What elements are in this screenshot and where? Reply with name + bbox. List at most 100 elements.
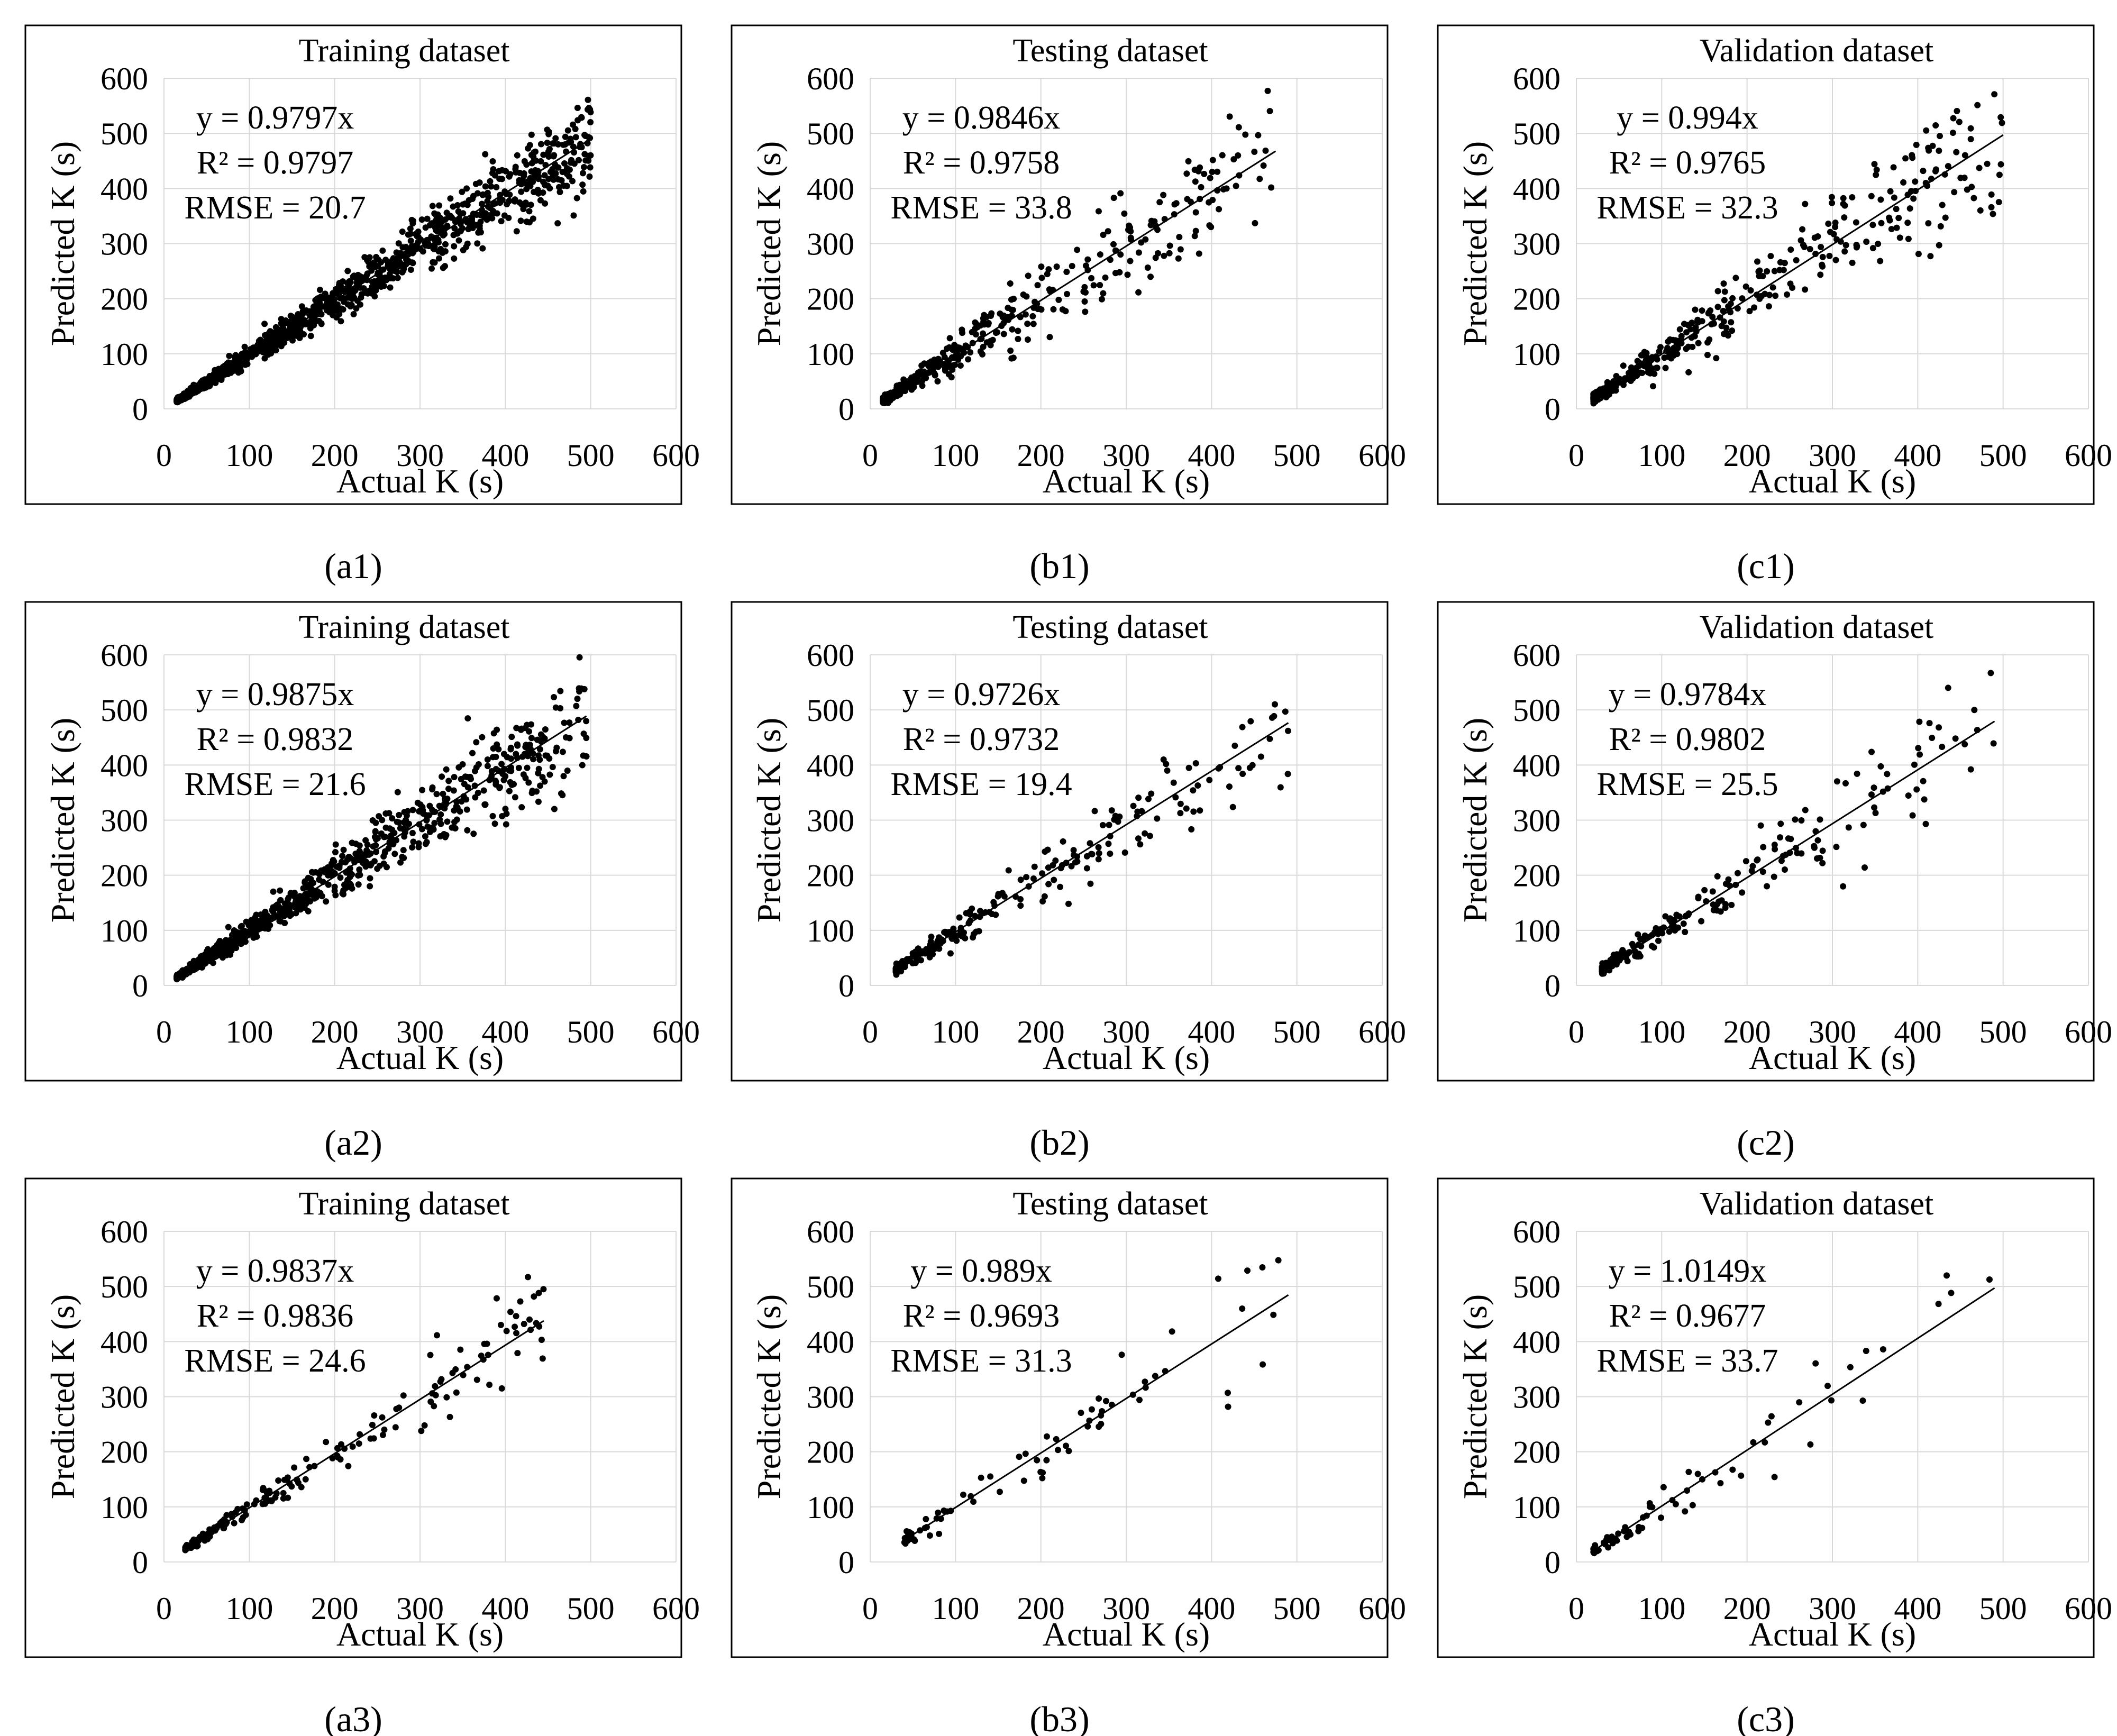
- data-point: [289, 337, 296, 344]
- x-tick-label: 0: [1568, 1591, 1584, 1626]
- data-point: [459, 761, 466, 768]
- data-point: [1777, 820, 1784, 827]
- x-tick-label: 500: [1979, 1591, 2027, 1626]
- data-point: [232, 1509, 239, 1516]
- data-point: [1148, 790, 1155, 797]
- data-point: [1063, 269, 1070, 276]
- data-point: [298, 1484, 305, 1491]
- y-tick-label: 600: [101, 1214, 148, 1249]
- data-point: [1819, 860, 1826, 866]
- data-point: [469, 750, 476, 756]
- x-tick-label: 400: [1188, 438, 1235, 473]
- data-point: [1841, 248, 1848, 255]
- data-point: [338, 858, 345, 865]
- data-point: [1695, 318, 1702, 325]
- data-point: [1929, 734, 1936, 741]
- data-point: [1701, 887, 1708, 893]
- data-point: [1635, 953, 1641, 960]
- data-point: [369, 817, 376, 824]
- data-point: [424, 215, 431, 222]
- x-tick-label: 200: [1723, 1015, 1771, 1049]
- data-point: [396, 811, 403, 818]
- data-point: [1065, 1448, 1072, 1455]
- data-point: [1121, 849, 1128, 856]
- data-point: [1138, 808, 1145, 815]
- data-point: [1209, 197, 1216, 204]
- data-point: [528, 721, 535, 728]
- data-point: [1638, 352, 1645, 359]
- data-point: [524, 764, 531, 771]
- data-point: [1762, 290, 1768, 297]
- data-point: [1769, 284, 1776, 291]
- data-point: [1681, 321, 1687, 327]
- data-point: [355, 872, 362, 879]
- rmse-label: RMSE = 33.8: [890, 190, 1072, 226]
- data-point: [508, 734, 515, 741]
- data-point: [1117, 251, 1124, 258]
- x-tick-label: 600: [1358, 438, 1406, 473]
- data-point: [499, 196, 506, 203]
- data-point: [455, 237, 462, 244]
- data-point: [1939, 744, 1946, 751]
- data-point: [1088, 1406, 1095, 1413]
- data-point: [1102, 274, 1109, 281]
- data-point: [1090, 282, 1097, 289]
- data-point: [275, 1477, 282, 1484]
- y-tick-label: 100: [101, 337, 148, 372]
- data-point: [936, 945, 943, 952]
- data-point: [479, 245, 486, 252]
- data-point: [269, 908, 276, 915]
- chart-panel-a3: 00 100 100 200 200 300 300 400 400 500 500 600 600 Tr…: [24, 1177, 700, 1736]
- data-point: [1699, 307, 1705, 314]
- data-point: [391, 829, 398, 836]
- data-point: [1257, 753, 1264, 760]
- data-point: [1670, 352, 1677, 359]
- data-point: [551, 806, 558, 812]
- data-point: [514, 742, 521, 749]
- data-point: [1069, 263, 1075, 270]
- data-point: [1841, 214, 1848, 221]
- data-point: [928, 360, 935, 367]
- y-tick-label: 300: [1513, 803, 1561, 838]
- data-point: [1765, 1419, 1772, 1426]
- panel-caption: (a1): [324, 546, 382, 586]
- data-point: [407, 237, 414, 244]
- y-tick-label: 100: [807, 913, 854, 948]
- data-point: [536, 756, 543, 763]
- data-point: [1957, 175, 1964, 181]
- data-point: [1987, 670, 1994, 677]
- data-point: [563, 165, 570, 172]
- data-point: [340, 846, 347, 853]
- data-point: [1034, 1457, 1041, 1464]
- y-axis-label: Predicted K (s): [1456, 718, 1494, 922]
- data-point: [1893, 224, 1900, 231]
- data-point: [580, 188, 587, 195]
- data-point: [340, 278, 346, 285]
- panel-caption: (c2): [1737, 1122, 1794, 1163]
- data-point: [419, 787, 426, 793]
- y-tick-label: 300: [101, 227, 148, 262]
- data-point: [562, 133, 569, 140]
- data-point: [1792, 816, 1799, 823]
- data-point: [334, 1454, 341, 1461]
- data-point: [1052, 857, 1059, 864]
- data-point: [1988, 204, 1995, 211]
- data-point: [353, 305, 360, 312]
- data-point: [1689, 1502, 1696, 1509]
- data-point: [1068, 863, 1075, 870]
- data-point: [586, 173, 593, 180]
- data-point: [942, 367, 948, 374]
- trendline: [185, 1320, 544, 1549]
- x-tick-label: 300: [396, 1015, 444, 1049]
- data-point: [1789, 284, 1796, 291]
- data-point: [372, 842, 379, 849]
- data-point: [1890, 164, 1897, 171]
- data-point: [935, 355, 942, 362]
- data-point: [490, 166, 497, 172]
- data-point: [1096, 1423, 1102, 1430]
- data-point: [1877, 258, 1884, 264]
- y-tick-label: 100: [101, 913, 148, 948]
- data-point: [1863, 239, 1870, 245]
- trendline: [1593, 1287, 1995, 1552]
- data-point: [1801, 243, 1808, 250]
